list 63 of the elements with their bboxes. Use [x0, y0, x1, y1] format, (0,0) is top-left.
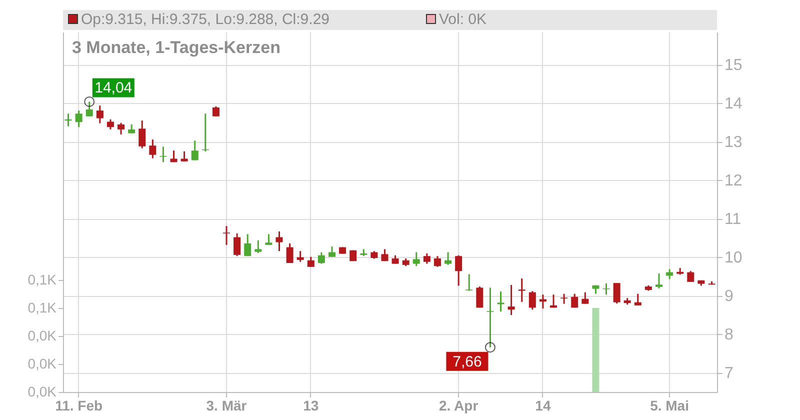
candlestick [497, 290, 504, 312]
candlestick [223, 225, 230, 246]
y-tick-label: 9 [724, 288, 734, 306]
candlestick [244, 233, 252, 257]
candlestick [687, 270, 694, 283]
candlestick [434, 255, 441, 268]
x-tick-label: 2. Apr [438, 398, 479, 414]
y-tick-label: 15 [724, 57, 742, 74]
y-tick-label: 10 [724, 250, 742, 267]
y-tick-label: 12 [724, 172, 742, 190]
candlestick [655, 272, 662, 290]
candlestick [571, 293, 578, 308]
annotation: 14,04 [94, 80, 132, 97]
x-tick-label: 13 [303, 398, 319, 414]
x-tick-label: 5. Mai [650, 398, 689, 414]
candlestick [613, 282, 620, 304]
candlestick [318, 251, 325, 265]
candlestick [508, 284, 515, 316]
candlestick [539, 294, 546, 310]
y-tick-label: 14 [724, 96, 742, 113]
x-tick-label: 11. Feb [55, 398, 103, 414]
candlestick [254, 240, 262, 254]
candlestick [582, 292, 589, 305]
y2-tick-label: 0,0K [28, 384, 58, 400]
candlestick [106, 118, 114, 130]
y2-tick-label: 0,0K [28, 355, 58, 372]
chart-title: 3 Monate, 1-Tages-Kerzen [72, 38, 280, 57]
candlestick [466, 273, 473, 292]
y-tick-label: 13 [724, 134, 742, 152]
y-tick-label: 8 [724, 326, 734, 344]
candlestick [286, 242, 294, 264]
x-tick-label: 3. Mär [206, 398, 248, 414]
x-tick-label: 14 [535, 398, 551, 414]
candlestick [96, 104, 104, 124]
candlestick [180, 150, 188, 162]
candlestick [455, 254, 462, 286]
candlestick [560, 293, 568, 305]
candlestick [212, 106, 220, 118]
y2-tick-label: 0,1K [28, 299, 58, 316]
candlestick [307, 256, 314, 268]
candlestick [234, 232, 241, 257]
y-tick-label: 7 [724, 365, 734, 382]
candlestick [75, 110, 82, 128]
candlestick [296, 250, 304, 263]
candlestick [444, 251, 452, 266]
candlestick [265, 233, 272, 246]
candlestick [328, 246, 336, 258]
candlestick [476, 286, 484, 308]
candlestick [412, 251, 420, 267]
candlestick [191, 140, 198, 161]
candlestick [276, 230, 283, 252]
y2-tick-label: 0,1K [28, 271, 58, 288]
annotation: 7,66 [452, 353, 482, 370]
y2-tick-label: 0,0K [28, 327, 58, 344]
y-tick-label: 11 [724, 211, 742, 228]
candlestick [149, 138, 156, 160]
candlestick [423, 252, 430, 265]
candlestick [634, 293, 642, 306]
candlestick [118, 122, 125, 136]
text: Vol: 0K [439, 11, 487, 28]
text: Op:9.315, Hi:9.375, Lo:9.288, Cl:9.29 [81, 11, 330, 28]
candlestick [138, 120, 146, 150]
candlestick [528, 290, 536, 310]
